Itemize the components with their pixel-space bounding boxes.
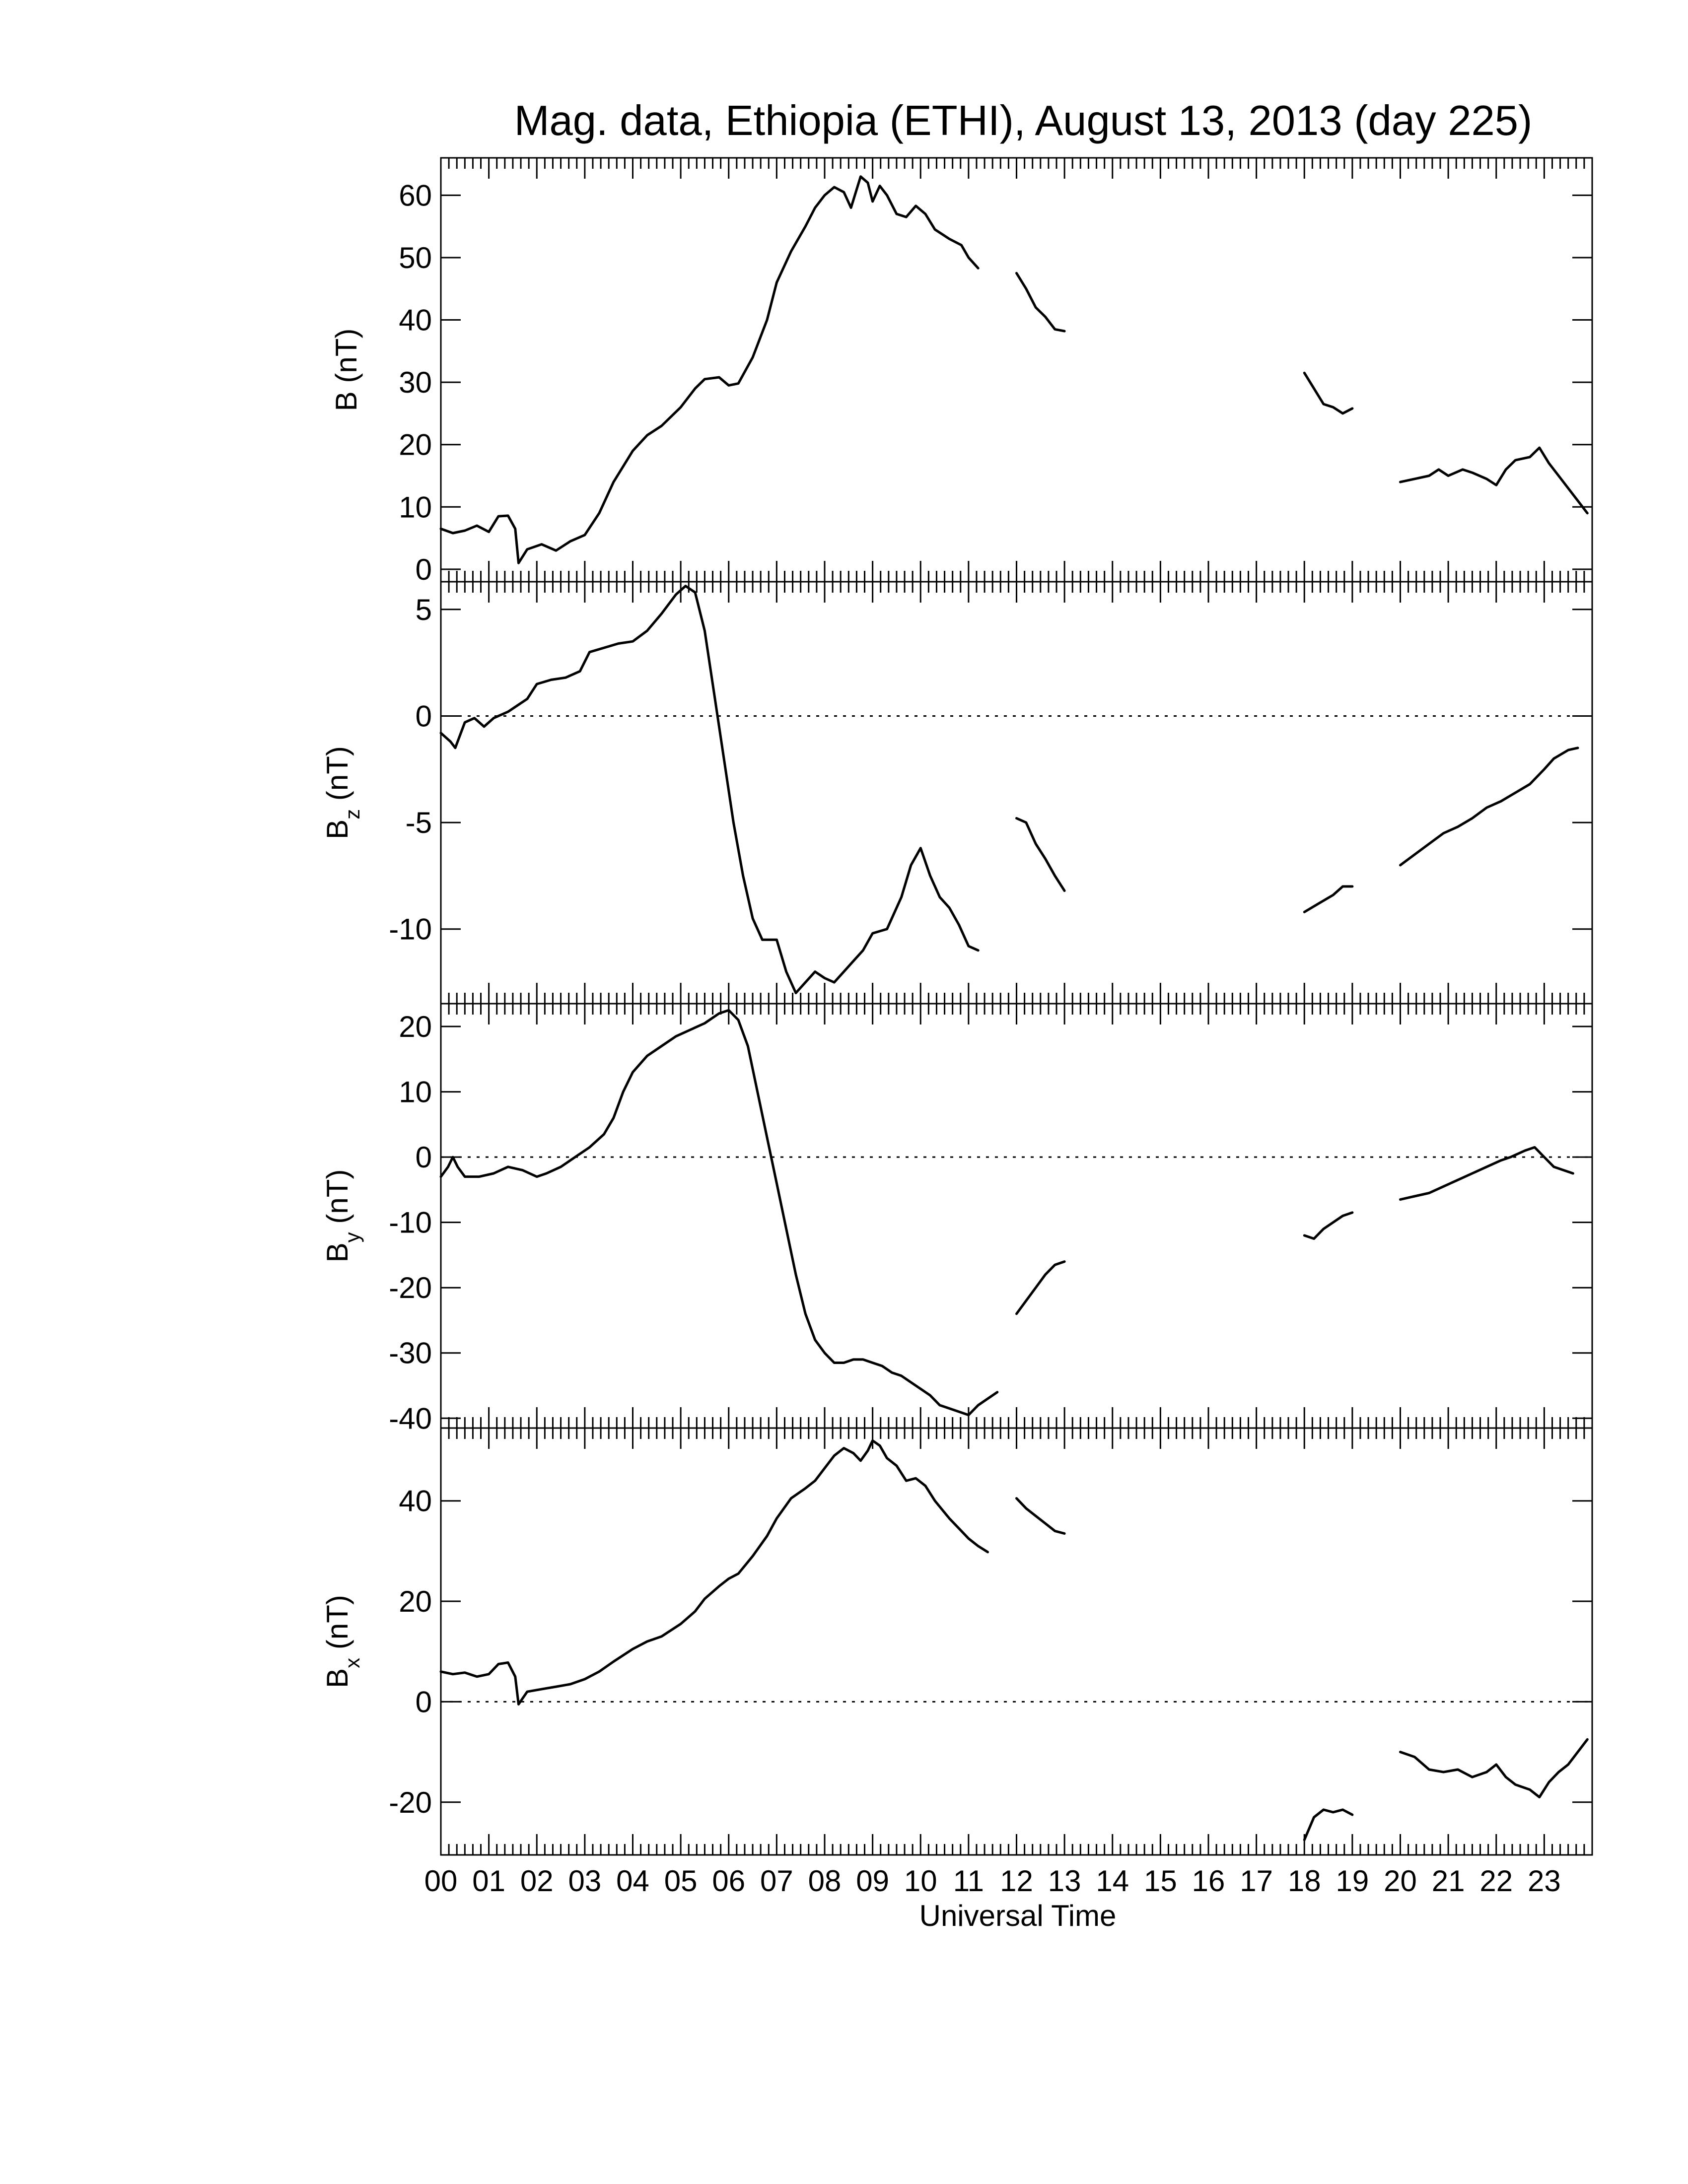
y-tick-label: 0	[416, 553, 432, 586]
y-axis-label: Bz (nT)	[321, 746, 364, 839]
y-tick-label: 0	[416, 1141, 432, 1174]
x-tick-label: 17	[1240, 1864, 1273, 1898]
x-tick-label: 07	[760, 1864, 793, 1898]
x-tick-label: 01	[472, 1864, 505, 1898]
y-tick-label: 5	[416, 593, 432, 626]
y-tick-label: -20	[389, 1786, 432, 1819]
x-tick-label: 23	[1528, 1864, 1561, 1898]
series-line-B	[1399, 446, 1589, 515]
series-line-Bz	[439, 585, 980, 994]
panel-B: 0 10 20 30 40 50 60 B (nT)	[330, 157, 1593, 586]
x-tick-label: 19	[1336, 1864, 1369, 1898]
y-tick-label: -30	[389, 1337, 432, 1370]
y-axis-label: By (nT)	[321, 1169, 364, 1263]
x-tick-label: 18	[1288, 1864, 1321, 1898]
series-line-B	[1015, 272, 1066, 333]
y-axis-label-main: B	[321, 1668, 354, 1688]
y-tick-label: -40	[389, 1402, 432, 1435]
y-tick-label: -20	[389, 1271, 432, 1304]
x-axis-label: Universal Time	[919, 1899, 1117, 1932]
series-line-Bx	[1015, 1497, 1066, 1535]
y-tick-label: 0	[416, 1685, 432, 1718]
panel-frame	[440, 1427, 1593, 1856]
series-line-Bx	[439, 1439, 989, 1706]
y-axis-label-sub: z	[341, 809, 364, 819]
panel-By: 20 10 0 -10 -20 -30 -40 By (nT)	[321, 1003, 1593, 1435]
x-tick-label: 08	[808, 1864, 842, 1898]
x-tick-label: 02	[520, 1864, 554, 1898]
series-line-By	[1399, 1146, 1574, 1201]
y-axis-label: Bx (nT)	[321, 1595, 364, 1688]
y-axis-label: B (nT)	[330, 329, 363, 411]
series-line-Bz	[1303, 885, 1354, 913]
x-tick-label: 15	[1144, 1864, 1177, 1898]
series-line-By	[1015, 1260, 1066, 1315]
y-tick-label: 20	[399, 1010, 432, 1043]
series-line-By	[439, 1009, 999, 1417]
y-tick-label: -5	[406, 806, 432, 839]
panel-frame	[440, 1003, 1593, 1429]
panel-Bx: 40 20 0 -20 Bx (nT)	[321, 1427, 1593, 1856]
y-axis-label-sub: x	[341, 1658, 364, 1668]
y-tick-label: 10	[399, 1076, 432, 1109]
x-tick-label: 06	[712, 1864, 745, 1898]
y-axis-label-main: B	[321, 819, 354, 839]
series-line-By	[1303, 1211, 1354, 1240]
x-tick-label: 20	[1384, 1864, 1417, 1898]
x-tick-label: 03	[568, 1864, 602, 1898]
chart-title: Mag. data, Ethiopia (ETHI), August 13, 2…	[514, 97, 1533, 144]
y-tick-label: 60	[399, 179, 432, 212]
y-tick-label: 40	[399, 304, 432, 337]
y-axis-label-unit: (nT)	[321, 1169, 354, 1232]
y-tick-label: 30	[399, 366, 432, 399]
series-line-B	[439, 175, 980, 564]
y-tick-label: 20	[399, 428, 432, 462]
x-tick-label: 16	[1192, 1864, 1225, 1898]
x-tick-label: 13	[1048, 1864, 1081, 1898]
y-tick-label: -10	[389, 1206, 432, 1239]
x-tick-label: 05	[664, 1864, 698, 1898]
y-tick-label: 40	[399, 1485, 432, 1518]
series-line-Bx	[1303, 1808, 1354, 1842]
y-axis-label-unit: (nT)	[321, 1595, 354, 1658]
y-tick-label: 0	[416, 699, 432, 733]
y-axis-label-sub: y	[341, 1232, 364, 1242]
panel-frame	[440, 157, 1593, 583]
series-line-B	[1303, 371, 1354, 415]
y-tick-label: 10	[399, 490, 432, 524]
x-tick-label: 10	[904, 1864, 937, 1898]
x-tick-label: 00	[424, 1864, 458, 1898]
x-tick-label: 21	[1432, 1864, 1465, 1898]
panel-Bz: 5 0 -5 -10 Bz (nT)	[321, 581, 1593, 1005]
series-line-Bx	[1399, 1738, 1589, 1799]
y-axis-label-main: B	[330, 391, 363, 411]
x-axis: 00 01 02 03 04 05 06 07 08 09 10 11 12 13 14 15 16 17 18 19…	[424, 1864, 1561, 1898]
y-tick-label: 50	[399, 241, 432, 274]
x-tick-label: 09	[856, 1864, 889, 1898]
series-line-Bz	[1015, 817, 1066, 892]
x-tick-label: 12	[1000, 1864, 1033, 1898]
y-axis-label-unit: (nT)	[330, 329, 363, 392]
x-tick-label: 22	[1479, 1864, 1513, 1898]
y-tick-label: -10	[389, 913, 432, 946]
y-axis-label-unit: (nT)	[321, 746, 354, 809]
x-tick-label: 14	[1096, 1864, 1129, 1898]
x-tick-label: 04	[616, 1864, 649, 1898]
x-tick-label: 11	[953, 1864, 984, 1898]
series-line-Bz	[1399, 747, 1579, 867]
y-tick-label: 20	[399, 1585, 432, 1618]
y-axis-label-main: B	[321, 1242, 354, 1262]
